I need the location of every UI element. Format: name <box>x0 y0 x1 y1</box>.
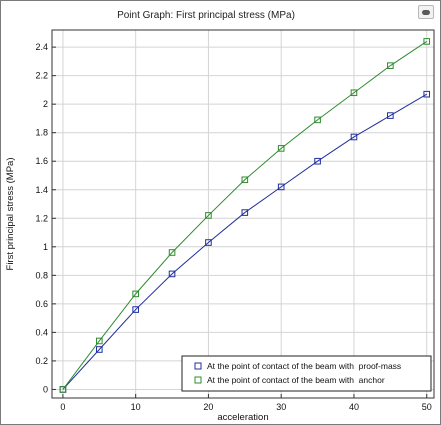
y-tick-label: 1.2 <box>35 213 48 223</box>
y-tick-label: 2.4 <box>35 42 48 52</box>
data-point-marker <box>277 183 285 191</box>
data-point-marker <box>387 62 394 69</box>
grid-lines <box>52 30 434 398</box>
x-tick-label: 50 <box>422 402 432 412</box>
y-tick-label: 0 <box>43 384 48 394</box>
graph-title: Point Graph: First principal stress (MPa… <box>117 10 295 21</box>
data-point-marker <box>423 38 431 45</box>
legend-entry: At the point of contact of the beam with… <box>207 361 401 371</box>
data-point-marker <box>314 116 321 124</box>
legend-marker <box>194 362 202 370</box>
x-tick-label: 10 <box>131 402 141 412</box>
x-tick-label: 0 <box>60 402 65 412</box>
data-point-marker <box>423 90 431 98</box>
x-tick-label: 30 <box>276 402 286 412</box>
x-tick-label: 20 <box>203 402 213 412</box>
y-tick-label: 0.6 <box>35 299 48 309</box>
legend-entry: At the point of contact of the beam with… <box>207 375 385 385</box>
y-tick-label: 0.4 <box>35 327 48 337</box>
y-tick-label: 0.2 <box>35 356 48 366</box>
series-line <box>62 93 427 390</box>
series-2 <box>59 38 431 393</box>
data-point-marker <box>205 212 212 219</box>
data-point-marker <box>132 306 139 313</box>
data-point-marker <box>277 145 285 152</box>
x-axis-label: acceleration <box>217 412 268 423</box>
data-point-marker <box>168 270 176 278</box>
series-1 <box>59 90 431 393</box>
y-tick-label: 2.2 <box>35 71 48 81</box>
x-tick-label: 40 <box>349 402 359 412</box>
data-point-marker <box>205 239 212 246</box>
data-point-marker <box>241 176 249 184</box>
data-point-marker <box>168 249 176 256</box>
series-layer <box>59 38 431 393</box>
data-point-marker <box>350 89 358 97</box>
y-tick-label: 1.6 <box>35 156 48 166</box>
axis-ticks: 0 10 20 30 40 50 0 0.2 0.4 0.6 0.8 1 1.2 1.4 1.6 1.8 2 2.… <box>35 42 431 412</box>
series-line <box>62 40 428 390</box>
data-point-marker <box>132 290 139 298</box>
plot-area <box>51 29 435 399</box>
legend-box <box>181 355 432 392</box>
y-tick-label: 0.8 <box>35 270 48 280</box>
y-axis-label: First principal stress (MPa) <box>5 158 16 271</box>
data-point-marker <box>387 112 394 119</box>
y-tick-label: 1.8 <box>35 128 48 138</box>
y-tick-label: 1.4 <box>35 185 48 195</box>
legend-marker <box>194 376 202 384</box>
data-point-marker <box>95 346 103 353</box>
legend: At the point of contact of the beam with… <box>181 355 432 392</box>
sync-view-icon[interactable] <box>418 5 434 19</box>
y-tick-label: 1 <box>43 242 48 252</box>
data-point-marker <box>59 386 67 393</box>
sync-view-glyph <box>422 9 430 15</box>
data-point-marker <box>314 157 321 165</box>
data-point-marker <box>241 209 249 216</box>
data-point-marker <box>95 337 103 345</box>
data-point-marker <box>350 133 358 141</box>
y-tick-label: 2 <box>43 99 48 109</box>
